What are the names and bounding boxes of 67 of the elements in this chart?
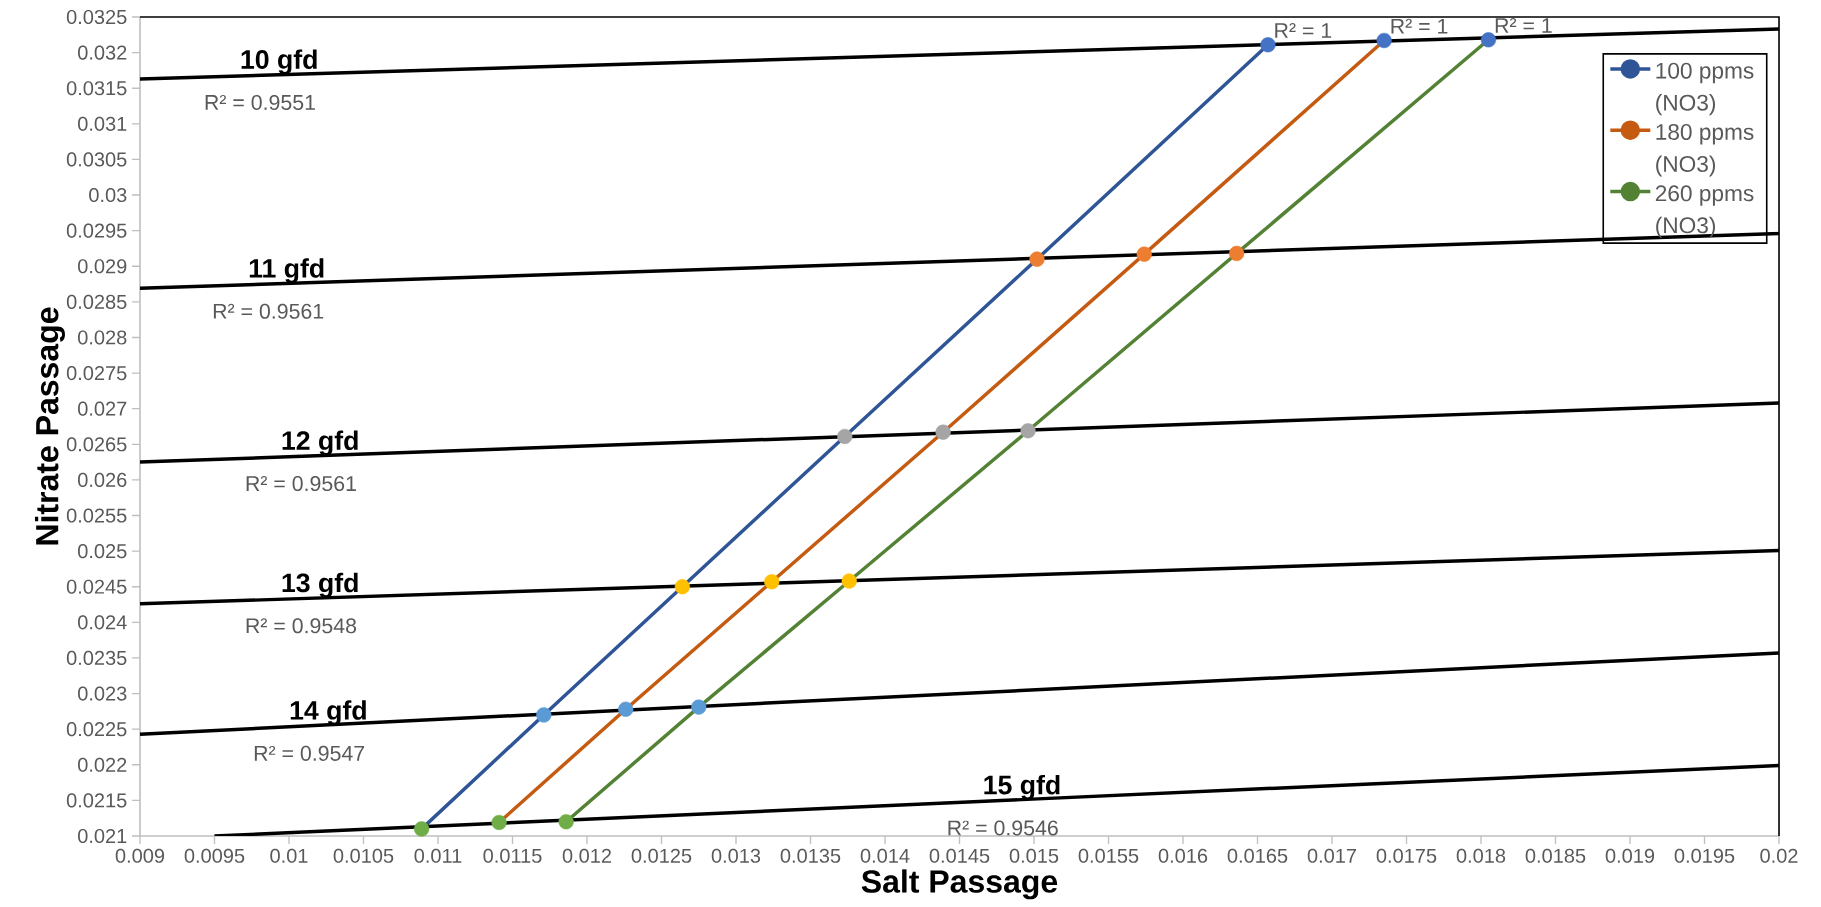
x-tick-label: 0.0125 [631,848,692,863]
y-tick-label: 0.025 [78,544,127,559]
legend-label: 100 ppms (NO3) [1656,62,1754,116]
series-label: 15 gfd [984,774,1060,800]
annotation: R² = 0.9547 [254,745,365,761]
x-tick-label: 0.0095 [184,848,245,863]
x-tick-label: 0.017 [1307,848,1357,863]
y-tick-label: 0.021 [78,828,127,844]
y-tick-label: 0.0215 [66,793,127,808]
y-tick-label: 0.03 [89,187,127,203]
x-tick-label: 0.0145 [929,848,990,863]
x-tick-label: 0.019 [1605,848,1655,863]
y-tick-label: 0.022 [78,757,127,772]
x-tick-label: 0.012 [562,848,612,863]
annotation: R² = 1 [1495,18,1552,33]
annotation: R² = 1 [1275,23,1332,38]
annotation: R² = 0.9561 [246,476,356,492]
legend-label: 180 ppms (NO3) [1656,123,1754,177]
annotation: R² = 0.9548 [246,618,357,634]
x-tick-label: 0.011 [414,848,462,863]
y-tick-label: 0.0285 [66,294,127,309]
series-label: 11 gfd [249,258,324,284]
y-tick-label: 0.0235 [66,650,127,666]
y-tick-label: 0.029 [78,259,127,274]
x-tick-label: 0.0175 [1376,848,1437,863]
series-label: 14 gfd [290,700,366,726]
annotation: R² = 0.9546 [948,820,1058,836]
y-tick-label: 0.0305 [66,152,127,167]
x-tick-label: 0.009 [115,848,165,863]
series-label: 13 gfd [282,572,358,598]
series-label: 10 gfd [241,49,317,75]
x-tick-label: 0.0105 [333,848,394,863]
y-tick-label: 0.027 [78,401,127,416]
x-tick-label: 0.013 [711,848,761,863]
y-axis-title: Nitrate Passage [34,307,65,545]
y-tick-label: 0.0245 [66,579,127,594]
x-tick-label: 0.0185 [1525,848,1586,863]
y-tick-label: 0.026 [78,472,127,487]
y-tick-label: 0.0275 [66,366,127,381]
x-tick-label: 0.01 [270,848,308,863]
annotation: R² = 1 [1391,18,1448,34]
x-tick-label: 0.02 [1760,848,1798,863]
annotation: R² = 0.9551 [205,94,315,110]
y-tick-label: 0.0255 [66,508,127,523]
x-tick-label: 0.0155 [1078,848,1139,863]
y-tick-label: 0.0225 [66,722,127,737]
y-tick-label: 0.031 [78,116,127,131]
x-tick-label: 0.015 [1009,848,1059,863]
y-tick-label: 0.0325 [66,9,127,25]
x-tick-label: 0.016 [1158,848,1208,863]
legend-label: 260 ppms (NO3) [1655,185,1754,238]
series-label: 12 gfd [282,430,358,456]
y-tick-label: 0.032 [78,45,127,60]
y-tick-label: 0.0265 [66,437,127,452]
annotation: R² = 0.9561 [213,303,324,319]
x-tick-label: 0.018 [1456,848,1506,863]
x-tick-label: 0.0115 [483,848,542,863]
y-tick-label: 0.023 [78,686,127,701]
y-tick-label: 0.028 [78,330,127,345]
y-tick-label: 0.0295 [66,223,127,238]
x-tick-label: 0.0165 [1227,848,1288,863]
y-tick-label: 0.0315 [66,81,127,96]
x-tick-label: 0.0135 [780,848,841,863]
x-axis-title: Salt Passage [861,869,1058,900]
x-tick-label: 0.0195 [1674,848,1735,863]
x-tick-label: 0.014 [860,848,910,863]
y-tick-label: 0.024 [78,615,127,630]
